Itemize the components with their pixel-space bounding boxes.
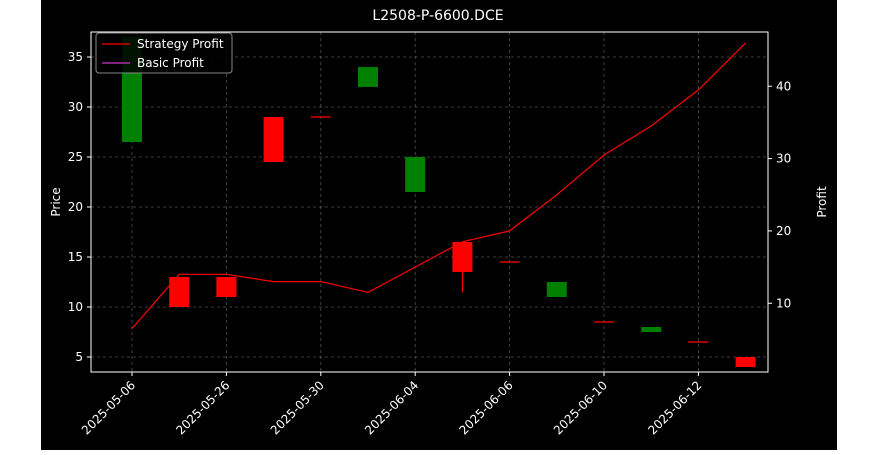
y-axis-label-left: Price (49, 187, 63, 216)
plot-frame (90, 31, 769, 373)
y-tick-label-left-20: 20 (68, 200, 83, 214)
y-tick-label-left-30: 30 (68, 100, 83, 114)
grid (91, 32, 768, 372)
y-tick-label-left-25: 25 (68, 150, 83, 164)
y-tick-label-right-20: 20 (776, 224, 791, 238)
y-tick-label-right-40: 40 (776, 79, 791, 93)
y-tick-label-right-30: 30 (776, 152, 791, 166)
candle-body-13 (735, 357, 756, 367)
legend: Strategy Profit Basic Profit (95, 32, 233, 74)
chart-title: L2508-P-6600.DCE (372, 8, 503, 24)
candle-body-2 (216, 277, 237, 297)
candle-body-5 (358, 67, 378, 87)
legend-label-basic-profit: Basic Profit (137, 56, 204, 70)
profit-lines (131, 42, 747, 329)
line-strategy-profit (131, 42, 747, 329)
y-tick-label-left-5: 5 (75, 350, 83, 364)
legend-label-strategy-profit: Strategy Profit (137, 37, 224, 51)
candle-body-11 (641, 327, 662, 332)
candle-body-3 (263, 117, 284, 162)
figure-background (41, 0, 837, 450)
candle-body-7 (452, 242, 473, 272)
y-axis-label-right: Profit (815, 186, 829, 218)
candles (122, 37, 756, 367)
y-tick-label-right-10: 10 (776, 296, 791, 310)
y-tick-label-left-15: 15 (68, 250, 83, 264)
y-tick-label-left-10: 10 (68, 300, 83, 314)
candle-body-6 (405, 157, 426, 192)
candle-body-9 (546, 282, 567, 297)
candle-body-1 (169, 277, 190, 307)
y-tick-label-left-35: 35 (68, 50, 83, 64)
